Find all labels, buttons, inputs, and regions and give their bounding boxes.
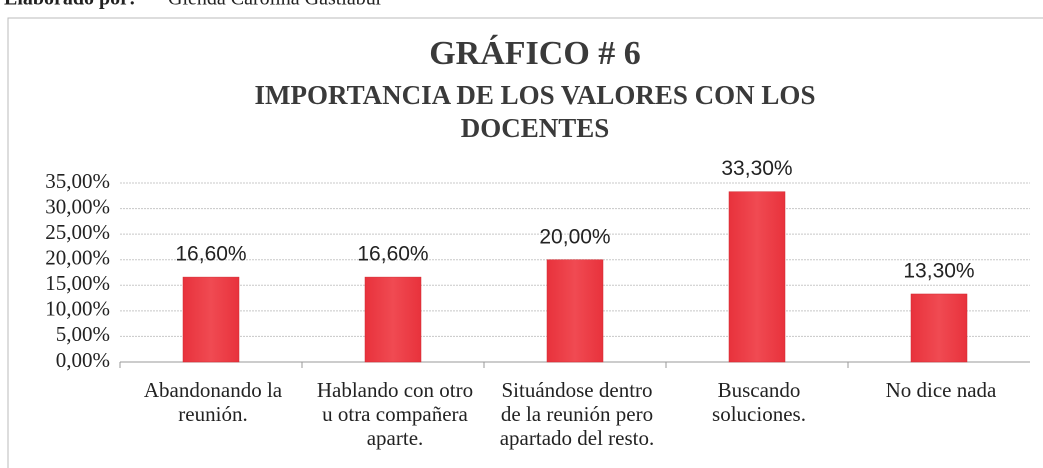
value-label: 16,60%	[175, 243, 246, 266]
bar	[910, 293, 968, 363]
y-tick-label: 0,00%	[56, 348, 110, 372]
x-tick-label: No dice nada	[886, 378, 997, 402]
y-tick-label: 15,00%	[45, 271, 110, 295]
bar	[546, 259, 604, 363]
value-label: 33,30%	[721, 157, 792, 180]
x-tick-label: Buscando soluciones.	[712, 378, 806, 426]
y-tick-label: 10,00%	[45, 297, 110, 321]
x-tick-label: Abandonando la reunión.	[144, 378, 283, 426]
source-label: Elaborado por:	[4, 0, 136, 10]
bar	[364, 276, 422, 363]
bar	[182, 276, 240, 363]
bar	[728, 191, 786, 363]
y-tick-label: 25,00%	[45, 220, 110, 244]
chart-frame	[7, 17, 1043, 468]
value-label: 13,30%	[903, 260, 974, 283]
chart-title: GRÁFICO # 6	[429, 35, 641, 72]
x-tick-label: Hablando con otro u otra compañera aparte.	[317, 378, 473, 450]
y-tick-label: 30,00%	[45, 194, 110, 218]
y-tick-label: 35,00%	[45, 169, 110, 193]
x-tick-label: Situándose dentro de la reunión pero apart…	[500, 378, 655, 450]
source-name: Glenda Carolina Gastiabur	[168, 0, 383, 10]
value-label: 20,00%	[539, 225, 610, 248]
chart-subtitle: IMPORTANCIA DE LOS VALORES CON LOS DOCENT…	[255, 80, 816, 143]
y-tick-label: 5,00%	[56, 322, 110, 346]
y-tick-label: 20,00%	[45, 246, 110, 270]
value-label: 16,60%	[357, 243, 428, 266]
